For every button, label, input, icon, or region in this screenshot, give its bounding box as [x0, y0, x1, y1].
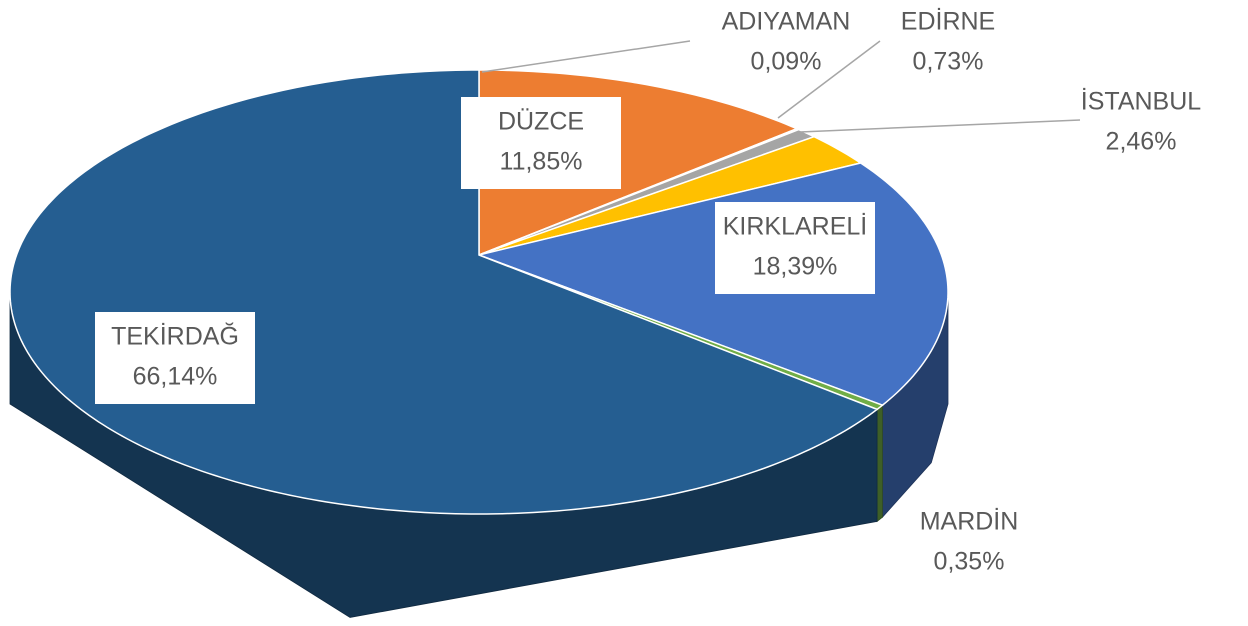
category-label: KIRKLARELİ — [723, 212, 868, 241]
value-label: 0,09% — [751, 48, 822, 76]
label-box — [95, 312, 255, 404]
leader-line — [481, 40, 691, 73]
category-label: İSTANBUL — [1081, 87, 1201, 116]
value-label: 2,46% — [1106, 128, 1177, 156]
category-label: EDİRNE — [901, 7, 995, 36]
slice — [478, 135, 863, 256]
value-label: 66,14% — [133, 363, 218, 391]
leader-line — [799, 119, 1081, 133]
value-label: 18,39% — [753, 253, 838, 281]
category-label: ADIYAMAN — [722, 8, 851, 36]
label-box — [715, 202, 875, 294]
leader-line — [777, 40, 881, 119]
category-label: MARDİN — [920, 507, 1019, 536]
label-box — [461, 97, 621, 189]
category-label: TEKİRDAĞ — [111, 322, 239, 351]
category-label: DÜZCE — [498, 108, 584, 136]
value-label: 0,73% — [913, 48, 984, 76]
slice-side — [876, 404, 883, 523]
value-label: 0,35% — [934, 548, 1005, 576]
value-label: 11,85% — [500, 148, 583, 176]
